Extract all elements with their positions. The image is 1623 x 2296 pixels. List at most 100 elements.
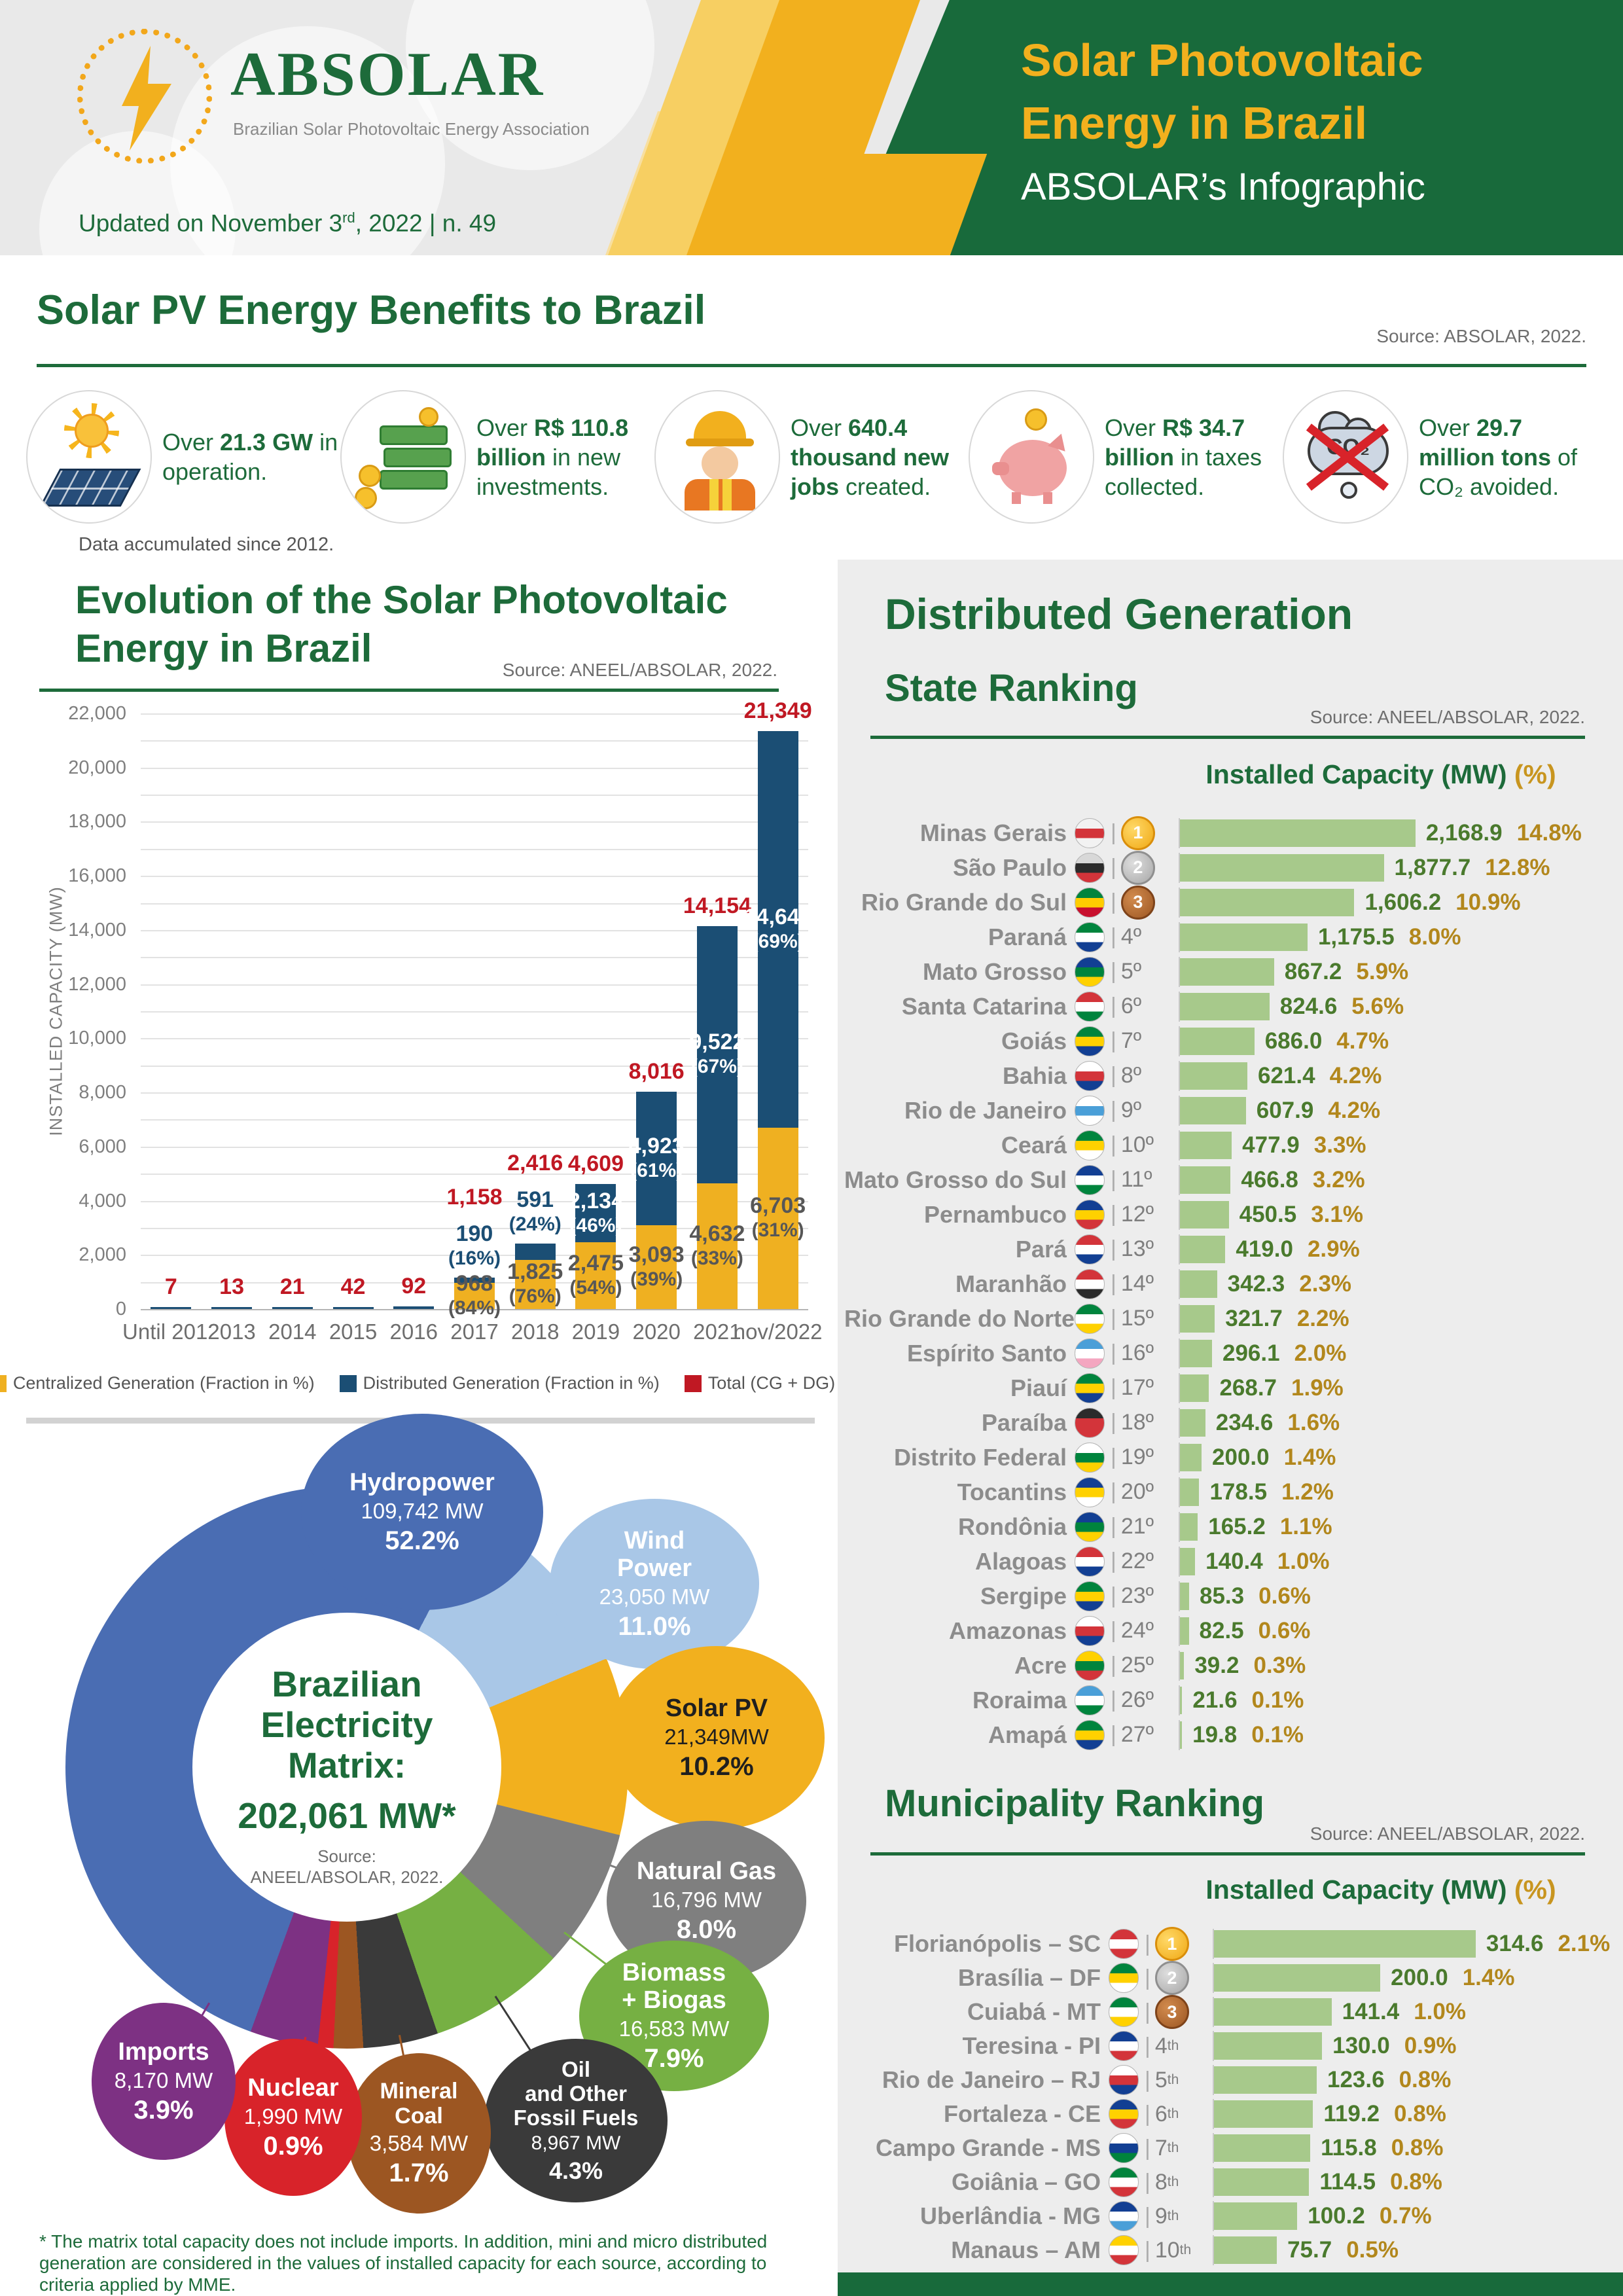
- state-row: Amapá | 27º 19.8 0.1%: [844, 1717, 1610, 1752]
- separator: |: [1111, 820, 1116, 845]
- state-row: Espírito Santo | 16º 296.1 2.0%: [844, 1336, 1610, 1371]
- grid-line: [141, 1119, 808, 1121]
- capacity-bar: [1179, 1131, 1232, 1159]
- capacity-values: 234.6 1.6%: [1216, 1410, 1340, 1436]
- rank-label: 24º: [1120, 1618, 1154, 1643]
- x-axis-label: 2014: [268, 1319, 317, 1344]
- rank-medal-silver-icon: 2: [1120, 850, 1155, 885]
- ranking-name: Goiás: [1001, 1027, 1067, 1054]
- capacity-bar: [1213, 1930, 1476, 1958]
- y-axis-tick-label: 20,000: [68, 757, 126, 778]
- footer-bar: [838, 2272, 1623, 2296]
- grid-line: [141, 1038, 808, 1040]
- rank-label: 3: [1154, 1995, 1213, 2029]
- matrix-slice-pct: 11.0%: [618, 1611, 691, 1641]
- state-row: Maranhão | 14º 342.3 2.3%: [844, 1266, 1610, 1301]
- rank-label: 27º: [1120, 1722, 1154, 1747]
- matrix-slice-label: Biomass + Biogas: [622, 1958, 726, 2014]
- grid-line: [141, 1065, 808, 1067]
- ranking-name: Maranhão: [955, 1270, 1067, 1297]
- capacity-value: 130.0: [1332, 2033, 1390, 2058]
- piggy-bank-icon: [969, 390, 1094, 524]
- distributed-label: 190 (16%): [448, 1221, 501, 1270]
- legend-item: Total (CG + DG): [684, 1373, 835, 1393]
- grid-line: [141, 984, 808, 986]
- separator: |: [1145, 2067, 1150, 2092]
- x-axis-label: 2019: [571, 1319, 620, 1344]
- separator: |: [1111, 1132, 1116, 1157]
- flag-icon: [1075, 1338, 1105, 1369]
- grid-line: [141, 876, 808, 878]
- bar-group: 7 Until 2012: [122, 713, 220, 1344]
- capacity-percent: 0.6%: [1258, 1583, 1311, 1609]
- capacity-percent: 4.7%: [1336, 1028, 1389, 1054]
- matrix-slice-label: Hydropower: [349, 1468, 495, 1496]
- centralized-label: 1,825 (76%): [507, 1259, 563, 1308]
- capacity-bar-track: 607.9 4.2%: [1178, 1095, 1610, 1126]
- capacity-values: 141.4 1.0%: [1342, 1999, 1466, 2025]
- separator: |: [1145, 2033, 1150, 2058]
- rank-label: 26º: [1120, 1687, 1154, 1712]
- bar-group: 14,646 (69%) 6,703 (31%) 21,349 nov/2022: [734, 698, 823, 1344]
- capacity-bar: [1179, 1651, 1185, 1679]
- rank-label: 12º: [1120, 1202, 1154, 1227]
- municipality-ranking-underline: [870, 1852, 1585, 1856]
- capacity-value: 75.7: [1287, 2237, 1332, 2263]
- benefit-text: Over R$ 110.8 billion in new investments…: [476, 414, 629, 500]
- separator: |: [1145, 2237, 1150, 2263]
- benefit-text: Over 640.4 thousand new jobs created.: [791, 414, 949, 500]
- capacity-values: 165.2 1.1%: [1208, 1514, 1332, 1540]
- capacity-bar-track: 75.7 0.5%: [1212, 2235, 1610, 2265]
- flag-icon: [1075, 1650, 1105, 1681]
- total-label: 92: [401, 1274, 427, 1299]
- flag-icon: [1075, 1407, 1105, 1438]
- separator: |: [1111, 1340, 1116, 1365]
- capacity-bar-track: 19.8 0.1%: [1178, 1719, 1610, 1750]
- legend-swatch: [339, 1374, 357, 1392]
- matrix-slice-mw: 21,349MW: [664, 1724, 769, 1749]
- matrix-slice-label: Imports: [118, 2037, 209, 2066]
- benefit-text: Over 21.3 GW in operation.: [162, 429, 338, 485]
- infographic-title-line2: Energy in Brazil: [1021, 98, 1368, 149]
- capacity-value: 200.0: [1212, 1444, 1270, 1470]
- state-row: Pará | 13º 419.0 2.9%: [844, 1232, 1610, 1266]
- state-row: Santa Catarina | 6º 824.6 5.6%: [844, 989, 1610, 1024]
- separator: |: [1111, 1028, 1116, 1053]
- centralized-label: 6,703 (31%): [750, 1193, 806, 1242]
- matrix-slice-mw: 3,584 MW: [369, 2131, 469, 2155]
- centralized-label: 3,093 (39%): [628, 1242, 685, 1291]
- capacity-bar-track: 824.6 5.6%: [1178, 991, 1610, 1022]
- bar-segment-distributed: [151, 1307, 192, 1309]
- ranking-name: São Paulo: [952, 853, 1067, 881]
- capacity-bar-track: 1,606.2 10.9%: [1178, 887, 1610, 918]
- rank-medal-silver-icon: 2: [1154, 1961, 1189, 1995]
- capacity-bar: [1179, 1408, 1205, 1437]
- separator: |: [1111, 1271, 1116, 1296]
- rank-label: 14º: [1120, 1271, 1154, 1296]
- capacity-percent: 4.2%: [1328, 1097, 1381, 1123]
- capacity-value: 39.2: [1194, 1652, 1240, 1678]
- flag-icon: [1075, 1303, 1105, 1334]
- total-label: 14,154: [683, 893, 751, 918]
- capacity-bar: [1213, 2168, 1310, 2196]
- separator: |: [1111, 1618, 1116, 1643]
- capacity-values: 82.5 0.6%: [1200, 1618, 1311, 1644]
- capacity-bar: [1179, 1721, 1183, 1749]
- capacity-bar-track: 867.2 5.9%: [1178, 956, 1610, 987]
- total-label: 21: [279, 1274, 305, 1299]
- worker-icon: [654, 390, 780, 524]
- rank-medal-bronze-icon: 3: [1154, 1995, 1189, 2029]
- rank-label: 7º: [1120, 1028, 1142, 1053]
- capacity-bar-track: 141.4 1.0%: [1212, 1997, 1610, 2027]
- separator: |: [1111, 889, 1116, 914]
- capacity-percent: 8.0%: [1408, 924, 1461, 950]
- grid-line: [141, 1227, 808, 1229]
- y-axis-tick-label: 16,000: [68, 865, 126, 887]
- capacity-value: 466.8: [1241, 1166, 1298, 1193]
- capacity-bar-track: 130.0 0.9%: [1212, 2031, 1610, 2061]
- bar-segment-distributed: [514, 1244, 556, 1260]
- capacity-bar: [1179, 1270, 1217, 1298]
- flag-icon: [1075, 1164, 1105, 1195]
- section-title-distributed-generation: Distributed Generation: [885, 590, 1353, 638]
- matrix-total-value: 202,061 MW*: [238, 1795, 456, 1836]
